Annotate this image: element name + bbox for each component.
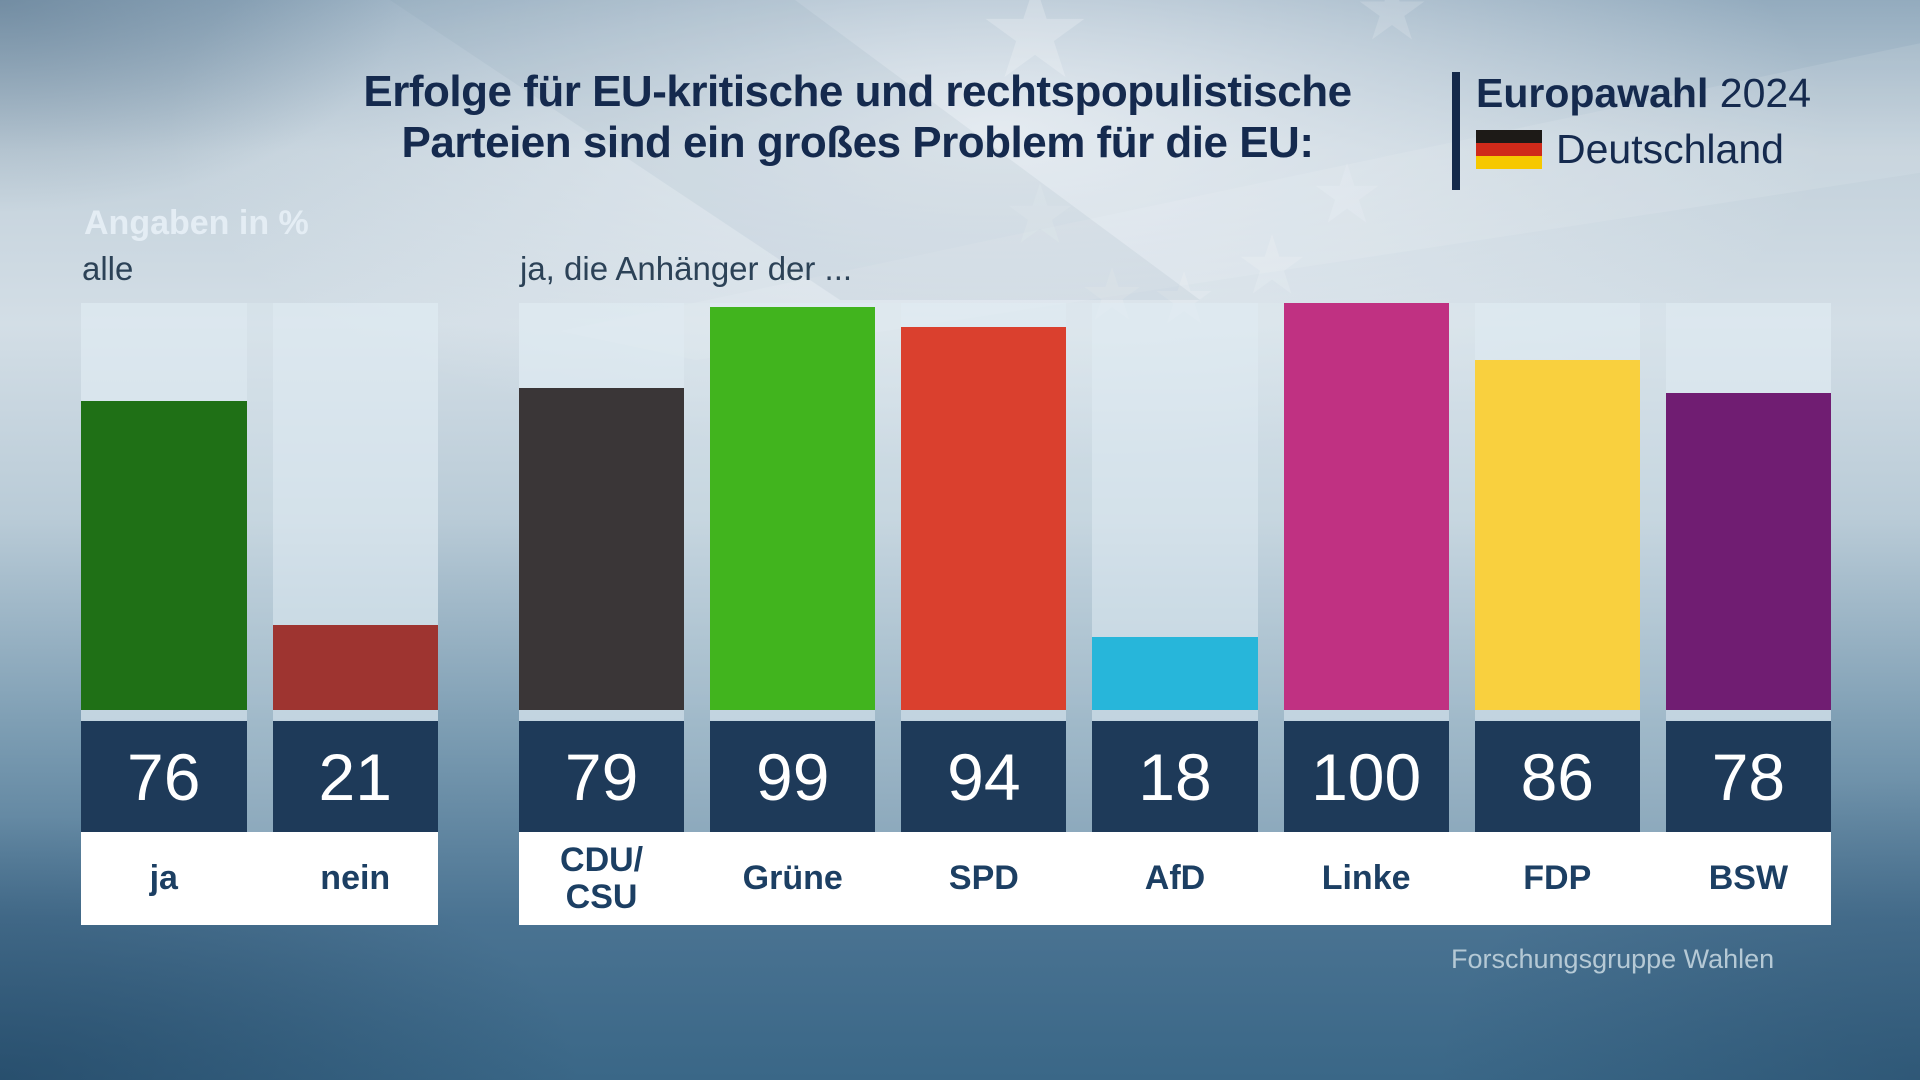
brand-divider — [1452, 72, 1460, 190]
category-label-nein: nein — [320, 859, 391, 897]
flag-stripe-red — [1476, 142, 1542, 157]
category-label-spd: SPD — [948, 859, 1019, 897]
brand-country: Deutschland — [1556, 126, 1784, 172]
brand-block: Europawahl 2024 Deutschland — [1476, 70, 1811, 173]
value-label-ja: 76 — [127, 739, 201, 814]
value-box-afd: 18 — [1092, 721, 1258, 832]
headline: Erfolge für EU-kritische und rechtspopul… — [280, 66, 1435, 168]
bar-fdp — [1474, 360, 1640, 710]
value-label-cdu-csu: 79 — [564, 739, 639, 814]
bar-track-spd — [901, 303, 1067, 721]
headline-line2: Parteien sind ein großes Problem für die… — [401, 118, 1314, 167]
value-box-ja: 76 — [81, 721, 247, 832]
bar-ja — [81, 401, 247, 710]
bar-track-gr-ne — [710, 303, 876, 721]
category-label-linke: Linke — [1321, 859, 1411, 897]
group-label: alle — [82, 250, 134, 287]
brand-name: Europawahl — [1476, 70, 1709, 116]
bar-track-fdp — [1474, 303, 1640, 721]
category-label-fdp: FDP — [1523, 859, 1592, 897]
value-label-afd: 18 — [1138, 739, 1212, 814]
bar-bsw — [1665, 393, 1831, 710]
bar-gr-ne — [710, 307, 876, 710]
brand-country-row: Deutschland — [1476, 126, 1811, 173]
value-box-bsw: 78 — [1665, 721, 1831, 832]
bar-afd — [1092, 637, 1258, 710]
bar-track-bsw — [1665, 303, 1831, 721]
unit-note: Angaben in % — [84, 204, 309, 242]
bar-track-afd — [1092, 303, 1258, 721]
flag-stripe-black — [1476, 129, 1542, 143]
flag-stripe-gold — [1476, 156, 1542, 170]
bar-track-nein — [272, 303, 438, 721]
value-box-nein: 21 — [272, 721, 438, 832]
category-label-band — [519, 832, 1831, 925]
category-label-gr-ne: Grüne — [742, 859, 843, 897]
bar-spd — [901, 327, 1067, 710]
category-label-band — [81, 832, 438, 925]
value-box-spd: 94 — [901, 721, 1067, 832]
bar-track-cdu-csu — [519, 303, 685, 721]
value-label-bsw: 78 — [1711, 739, 1786, 814]
value-label-spd: 94 — [947, 739, 1021, 814]
value-box-cdu-csu: 79 — [519, 721, 685, 832]
value-label-linke: 100 — [1311, 739, 1422, 814]
category-label-line: CDU/ — [560, 840, 644, 879]
brand-year: 2024 — [1719, 70, 1811, 116]
german-flag-icon — [1476, 129, 1542, 170]
category-label-bsw: BSW — [1708, 859, 1789, 897]
value-box-fdp: 86 — [1474, 721, 1640, 832]
category-label-ja: ja — [149, 859, 178, 897]
bar-cdu-csu — [519, 388, 685, 710]
brand-title: Europawahl 2024 — [1476, 70, 1811, 116]
bar-linke — [1283, 303, 1449, 710]
category-label-line: CSU — [565, 877, 638, 916]
value-box-linke: 100 — [1283, 721, 1449, 832]
value-label-fdp: 86 — [1520, 739, 1594, 814]
bar-track-linke — [1283, 303, 1449, 721]
category-label-cdu-csu: CDU/CSU — [519, 832, 684, 925]
category-label-afd: AfD — [1144, 859, 1206, 897]
headline-line1: Erfolge für EU-kritische und rechtspopul… — [363, 67, 1352, 116]
bar-nein — [272, 625, 438, 710]
source-credit: Forschungsgruppe Wahlen — [1451, 944, 1775, 974]
value-label-gr-ne: 99 — [756, 739, 830, 814]
group-label: ja, die Anhänger der ... — [520, 250, 853, 287]
value-box-gr-ne: 99 — [710, 721, 876, 832]
bar-track-ja — [81, 303, 247, 721]
value-label-nein: 21 — [318, 739, 392, 814]
